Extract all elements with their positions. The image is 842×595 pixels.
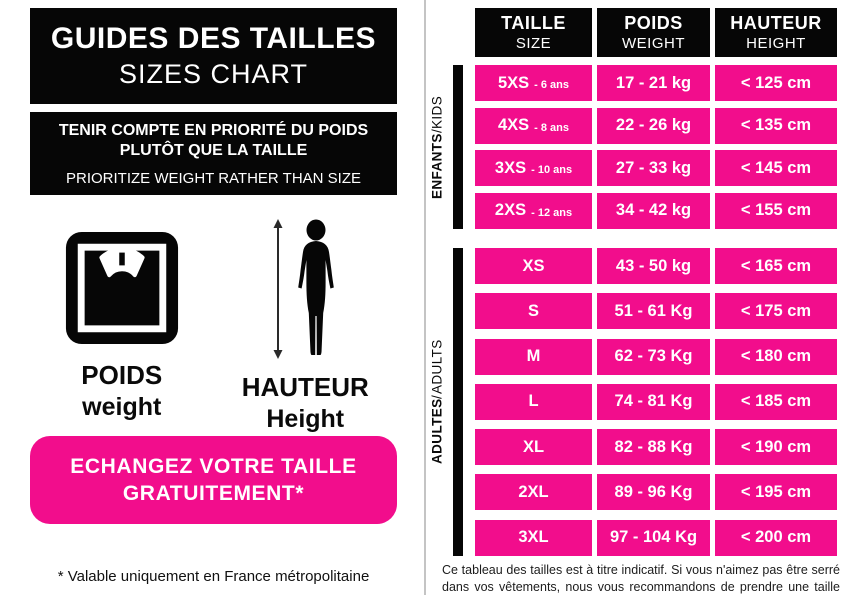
kids-label-fr: ENFANTS [429, 132, 445, 199]
adults-rows: XS 43 - 50 kg < 165 cm S 51 - 61 Kg < 175 cm M… [475, 248, 837, 556]
weight-label-fr: POIDS [81, 360, 163, 390]
height-cell: < 180 cm [715, 338, 837, 375]
weight-cell: 43 - 50 kg [597, 248, 710, 284]
size-value: L [528, 392, 539, 411]
size-cell: S [475, 293, 592, 330]
group-label-kids: ENFANTS / KIDS [425, 65, 449, 229]
size-value: M [526, 347, 541, 366]
adults-group-bar [453, 248, 463, 556]
disclaimer-line-2: dans vos vêtements, nous vous recommando… [442, 579, 840, 594]
weight-cell: 97 - 104 Kg [597, 519, 710, 556]
adults-group: ADULTES / ADULTS XS 43 - 50 kg < 165 cm S 51… [422, 248, 842, 556]
column-header: TAILLE SIZE [475, 8, 592, 57]
size-value: 3XS [494, 158, 527, 177]
adults-label-separator: / [429, 394, 445, 399]
group-label-adults: ADULTES / ADULTS [425, 248, 449, 556]
kids-group-bar [453, 65, 463, 229]
height-cell: < 135 cm [715, 107, 837, 144]
notice-line-fr-1: TENIR COMPTE EN PRIORITÉ DU POIDS [58, 121, 369, 139]
exchange-button-line-1: ECHANGEZ VOTRE TAILLE [70, 455, 357, 478]
height-figure: HAUTEUR Height [214, 219, 398, 433]
size-value: 2XL [518, 482, 549, 501]
page-title-fr: GUIDES DES TAILLES [50, 22, 377, 55]
column-header-fr: TAILLE [501, 13, 566, 33]
age-value: - 6 ans [534, 79, 570, 91]
weight-cell: 62 - 73 Kg [597, 338, 710, 375]
size-cell: XL [475, 429, 592, 466]
table-header-row: TAILLE SIZE POIDS WEIGHT HAUTEUR HEIGHT [475, 8, 837, 57]
height-cell: < 175 cm [715, 293, 837, 330]
height-cell: < 190 cm [715, 429, 837, 466]
weight-cell: 22 - 26 kg [597, 107, 710, 144]
weight-cell: 89 - 96 Kg [597, 474, 710, 511]
weight-cell: 51 - 61 Kg [597, 293, 710, 330]
age-value: - 10 ans [531, 164, 573, 177]
weight-cell: 27 - 33 kg [597, 150, 710, 187]
height-cell: < 125 cm [715, 65, 837, 101]
size-cell: M [475, 338, 592, 375]
notice-line-fr-2: PLUTÔT QUE LA TAILLE [119, 141, 308, 159]
size-value: 5XS [497, 73, 530, 92]
weight-cell: 34 - 42 kg [597, 192, 710, 229]
footnote: * Valable uniquement en France métropoli… [57, 568, 370, 585]
column-header-en: SIZE [515, 35, 552, 52]
table-disclaimer: Ce tableau des tailles est à titre indic… [442, 562, 840, 595]
page-title-en: SIZES CHART [118, 59, 309, 89]
height-cell: < 195 cm [715, 474, 837, 511]
notice-line-en: PRIORITIZE WEIGHT RATHER THAN SIZE [65, 169, 362, 187]
weight-label-en: weight [82, 393, 162, 421]
size-value: S [527, 301, 539, 320]
vertical-divider [424, 0, 426, 595]
column-header-en: WEIGHT [622, 35, 685, 52]
height-cell: < 200 cm [715, 519, 837, 556]
height-label-fr: HAUTEUR [241, 372, 369, 402]
column-header: POIDS WEIGHT [597, 8, 710, 57]
figures-row: POIDS weight [30, 219, 398, 433]
kids-label-separator: / [429, 128, 445, 133]
kids-group: ENFANTS / KIDS 5XS - 6 ans 17 - 21 kg < 125… [422, 65, 842, 229]
kids-rows: 5XS - 6 ans 17 - 21 kg < 125 cm 4XS - 8 ans 22… [475, 65, 837, 229]
column-header: HAUTEUR HEIGHT [715, 8, 837, 57]
adults-label-fr: ADULTES [429, 398, 445, 465]
left-panel: GUIDES DES TAILLES SIZES CHART TENIR COM… [30, 8, 397, 585]
height-icon [273, 219, 335, 359]
exchange-button-line-2: GRATUITEMENT* [122, 482, 305, 505]
size-cell: 3XS - 10 ans [475, 150, 592, 187]
title-banner: GUIDES DES TAILLES SIZES CHART [30, 8, 397, 104]
disclaimer-line-1: Ce tableau des tailles est à titre indic… [442, 563, 840, 577]
size-value: XS [522, 256, 545, 275]
height-cell: < 145 cm [715, 150, 837, 187]
exchange-size-button[interactable]: ECHANGEZ VOTRE TAILLE GRATUITEMENT* [30, 436, 397, 524]
size-value: XL [522, 437, 545, 456]
adults-label-en: ADULTS [429, 339, 445, 395]
size-cell: 3XL [475, 519, 592, 556]
age-value: - 12 ans [531, 206, 573, 219]
size-cell: L [475, 383, 592, 420]
age-value: - 8 ans [534, 121, 570, 134]
size-value: 4XS [497, 116, 530, 135]
kids-label-en: KIDS [429, 95, 445, 129]
column-header-en: HEIGHT [746, 35, 806, 52]
height-label-en: Height [266, 405, 345, 433]
height-cell: < 185 cm [715, 383, 837, 420]
size-value: 3XL [518, 528, 549, 547]
weight-cell: 82 - 88 Kg [597, 429, 710, 466]
weight-cell: 17 - 21 kg [597, 65, 710, 101]
column-header-fr: POIDS [624, 13, 683, 33]
column-header-fr: HAUTEUR [730, 13, 822, 33]
height-cell: < 155 cm [715, 192, 837, 229]
size-cell: 2XS - 12 ans [475, 192, 592, 229]
notice-banner: TENIR COMPTE EN PRIORITÉ DU POIDS PLUTÔT… [30, 112, 397, 195]
size-table-panel: TAILLE SIZE POIDS WEIGHT HAUTEUR HEIGHT ENFAN… [422, 0, 842, 595]
size-value: 2XS [494, 201, 527, 220]
size-cell: 5XS - 6 ans [475, 65, 592, 101]
weight-figure: POIDS weight [30, 219, 214, 422]
size-cell: 4XS - 8 ans [475, 107, 592, 144]
height-cell: < 165 cm [715, 248, 837, 284]
weight-cell: 74 - 81 Kg [597, 383, 710, 420]
size-cell: XS [475, 248, 592, 284]
scale-icon [65, 231, 178, 345]
size-cell: 2XL [475, 474, 592, 511]
